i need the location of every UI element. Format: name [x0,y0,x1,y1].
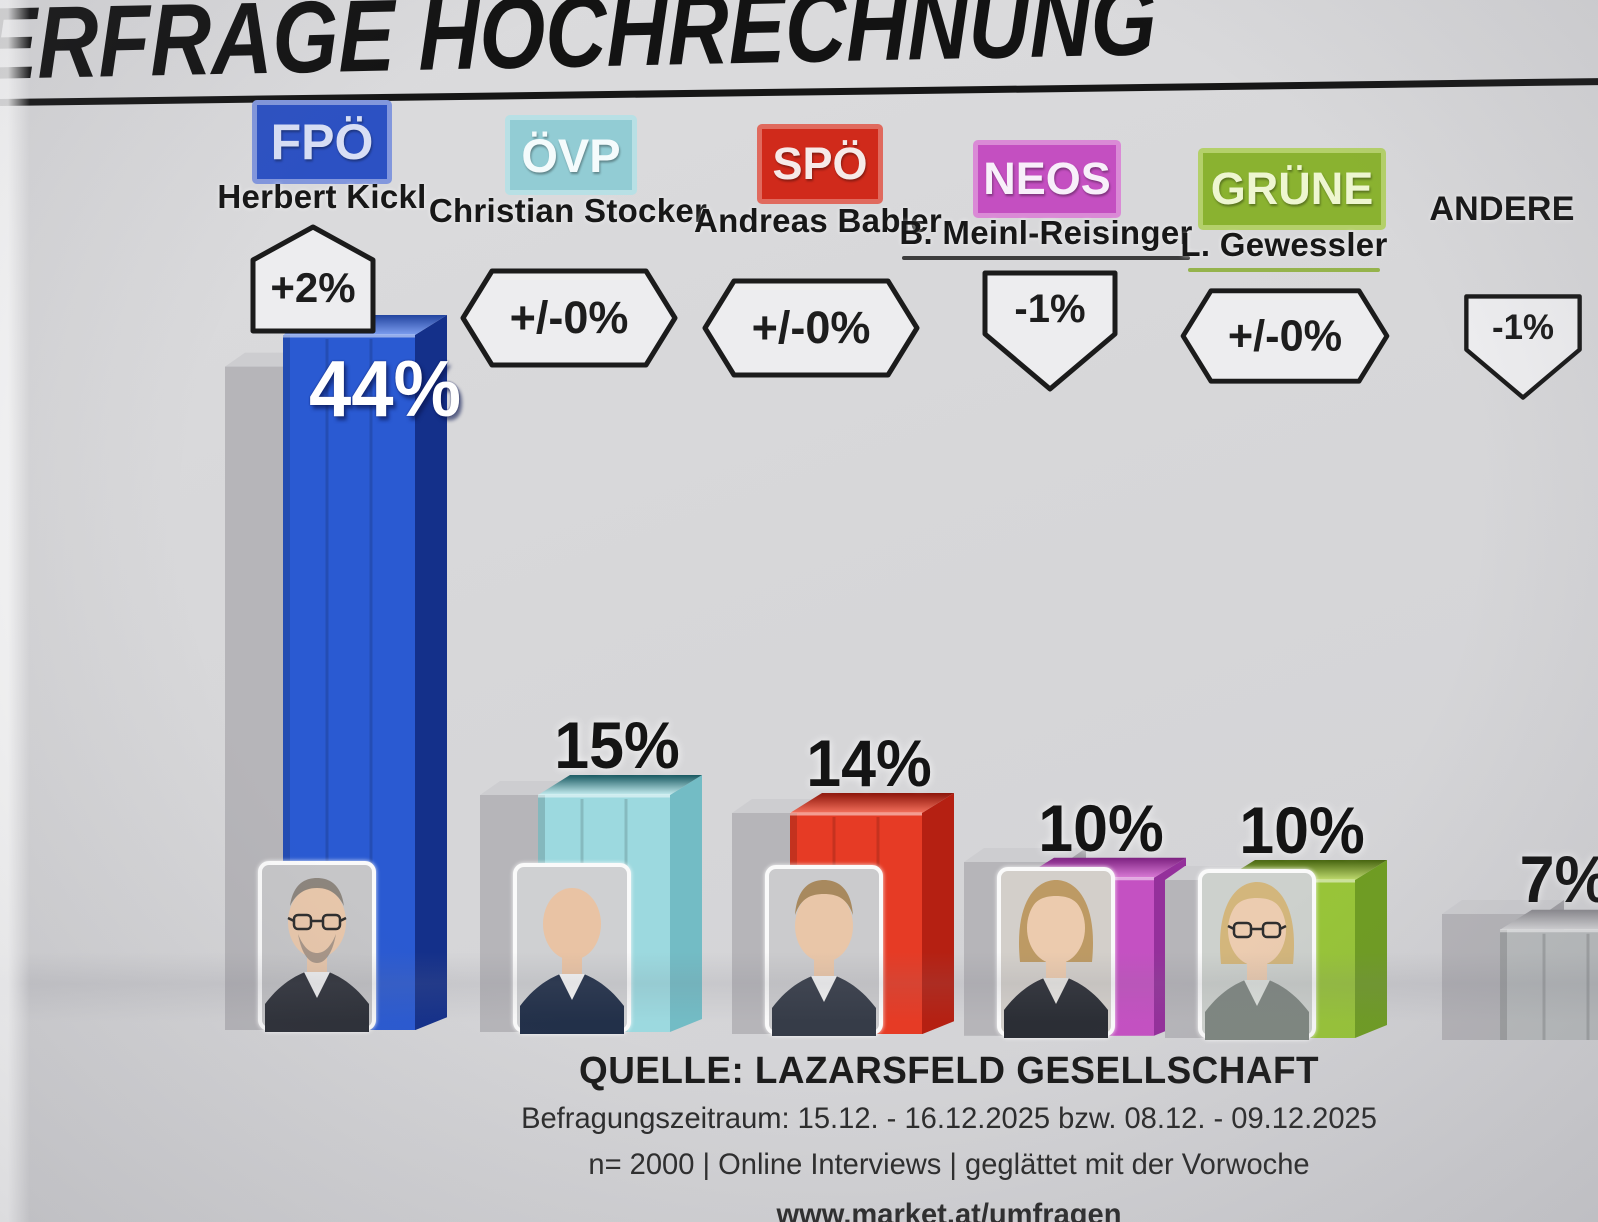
party-badge-oevp: ÖVP [505,115,637,195]
bar-group-andere [1442,886,1598,1045]
leader-name-neos: B. Meinl-Reisinger [899,214,1193,251]
change-badge-spoe: +/-0% [700,276,922,385]
change-shape-down-icon [1464,294,1582,400]
leader-photo-gruene [1197,868,1317,1045]
value-label-oevp: 15% [554,708,680,782]
party-badge-fpoe: FPÖ [252,100,392,184]
leader-underline-gruene [1188,268,1380,272]
party-badge-spoe: SPÖ [757,124,883,204]
change-shape-hex-icon [1180,288,1390,384]
svg-text:+/-0%: +/-0% [752,302,871,353]
svg-text:-1%: -1% [1492,308,1554,347]
value-label-andere: 7% [1519,842,1598,917]
change-badge-fpoe: +2% [248,222,378,341]
change-shape-down-icon [982,270,1118,392]
value-label-fpoe: 44% [308,343,462,433]
change-shape-hex-icon [702,278,920,378]
leader-name-spoe: Andreas Babler [693,202,943,239]
leader-name-gruene: L. Gewessler [1180,226,1388,263]
website-line: www.market.at/umfragen [776,1198,1122,1222]
leader-photo-spoe [764,864,884,1041]
party-badge-neos: NEOS [973,140,1121,218]
change-shape-hex-icon [460,268,678,368]
leader-name-oevp: Christian Stocker [428,192,708,229]
change-badge-oevp: +/-0% [458,266,680,375]
screen-reflection [0,952,1598,1022]
party-badge-gruene: GRÜNE [1198,148,1386,230]
value-label-spoe: 14% [806,725,932,800]
value-label-neos: 10% [1038,791,1164,865]
leader-underline-neos [902,256,1190,260]
value-label-gruene: 10% [1239,793,1365,867]
svg-text:+/-0%: +/-0% [1228,312,1342,360]
party-label-andere: ANDERE [1429,190,1575,228]
svg-text:+/-0%: +/-0% [510,292,629,343]
change-badge-gruene: +/-0% [1178,286,1392,391]
survey-period-line: Befragungszeitraum: 15.12. - 16.12.2025 … [521,1102,1377,1135]
change-badge-andere: -1% [1462,292,1584,407]
leader-photo-neos [996,866,1116,1043]
svg-text:-1%: -1% [1014,287,1085,331]
change-badge-neos: -1% [980,268,1120,399]
methodology-line: n= 2000 | Online Interviews | geglättet … [588,1148,1310,1181]
change-shape-up-icon [250,224,376,334]
leader-photo-fpoe [257,860,377,1037]
leader-photo-oevp [512,862,632,1039]
leader-name-fpoe: Herbert Kickl [217,178,427,215]
svg-text:+2%: +2% [270,264,355,311]
source-line: QUELLE: LAZARSFELD GESELLSCHAFT [579,1050,1319,1092]
screen-edge-glare [0,0,30,1222]
